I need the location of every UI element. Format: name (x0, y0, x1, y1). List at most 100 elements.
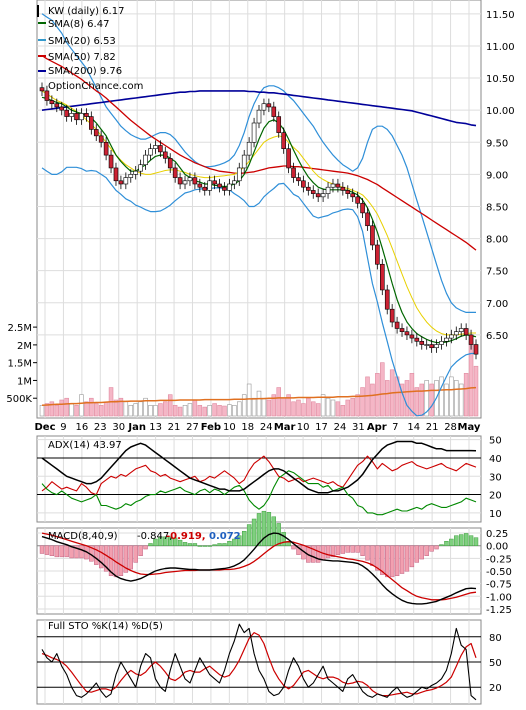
volume-bar (360, 387, 365, 417)
volume-bar (345, 399, 351, 417)
candle-body (310, 190, 316, 194)
candle-body (271, 106, 277, 117)
x-tick-label: 24 (260, 422, 273, 433)
macd-histogram-bar (350, 545, 355, 553)
candle-body (222, 186, 227, 191)
price-y-tick: 8.50 (486, 202, 508, 213)
volume-y-tick: 2M (17, 341, 32, 352)
candle-body (192, 177, 198, 185)
price-y-tick: 7.50 (486, 267, 508, 278)
x-tick-label: Jan (127, 422, 146, 433)
candle-body (320, 193, 326, 198)
candle-body (261, 103, 267, 111)
macd-histogram-bar (227, 541, 232, 546)
candle-body (281, 132, 286, 149)
candle-body (330, 183, 336, 188)
candle-body (389, 308, 395, 323)
candle-body (335, 183, 341, 188)
volume-bar (370, 383, 375, 417)
macd-histogram-bar (385, 545, 390, 578)
price-y-tick: 11.50 (486, 10, 515, 21)
volume-bar (153, 405, 158, 417)
volume-bar (444, 383, 449, 417)
candle-body (98, 135, 104, 143)
macd-histogram-bar (94, 545, 99, 565)
macd-histogram-bar (454, 535, 459, 546)
candle-body (306, 186, 311, 191)
macd-histogram-bar (118, 545, 124, 577)
candle-body (39, 87, 45, 92)
macd-histogram-bar (207, 545, 212, 547)
volume-bar (222, 405, 227, 417)
volume-bar (39, 405, 45, 417)
x-tick-label: 23 (94, 422, 107, 433)
macd-histogram-bar (449, 538, 454, 546)
candle-body (350, 193, 356, 198)
x-tick-label: 17 (315, 422, 328, 433)
macd-y-tick: 0.25 (486, 529, 508, 540)
candle-body (84, 113, 89, 117)
x-tick-label: 9 (60, 422, 66, 433)
macd-y-tick: 0.00 (486, 542, 508, 553)
adx-y-tick: 10 (489, 509, 502, 520)
candle-body (64, 109, 69, 117)
volume-bar (399, 383, 405, 417)
x-tick-label: 18 (241, 422, 254, 433)
volume-bar (355, 394, 360, 417)
macd-histogram-bar (212, 544, 217, 546)
macd-histogram-bar (380, 545, 385, 575)
macd-histogram-bar (197, 545, 203, 547)
candle-body (266, 103, 272, 108)
macd-histogram-bar (370, 545, 375, 566)
candle-body (444, 337, 449, 342)
volume-bar (281, 397, 286, 417)
macd-histogram-bar (473, 537, 479, 546)
candle-body (118, 180, 124, 185)
macd-histogram-bar (108, 545, 114, 577)
candle-body (54, 103, 60, 108)
candle-body (468, 334, 474, 345)
x-tick-label: 7 (392, 422, 398, 433)
candle-body (108, 154, 114, 169)
candle-body (133, 170, 139, 175)
volume-y-tick: 1M (17, 376, 32, 387)
x-tick-label: Dec (34, 422, 55, 433)
price-y-tick: 10.00 (486, 106, 515, 117)
sto-y-tick: 20 (489, 683, 502, 694)
volume-bar (227, 404, 232, 417)
volume-bar (276, 387, 281, 417)
candle-body (187, 177, 193, 182)
macd-histogram-bar (414, 545, 420, 563)
macd-histogram-bar (419, 545, 424, 560)
volume-bar (350, 397, 355, 417)
macd-histogram-bar (468, 535, 474, 546)
candle-body (429, 344, 434, 349)
volume-bar (167, 394, 173, 417)
candle-body (394, 321, 400, 329)
volume-bar (59, 399, 64, 417)
legend-swatch-price (37, 5, 39, 17)
x-tick-label: 10 (223, 422, 236, 433)
candle-body (276, 116, 282, 133)
macd-signal-value: -0.919, (166, 531, 206, 542)
adx-y-tick: 30 (489, 472, 502, 483)
candle-body (182, 180, 188, 185)
sto-legend: Full STO %K(14) %D(5) (48, 621, 163, 632)
volume-bar (69, 403, 74, 417)
candle-body (79, 113, 84, 121)
macd-y-tick: -1.25 (486, 605, 512, 616)
candle-body (138, 164, 143, 172)
volume-bar (454, 380, 459, 417)
macd-histogram-bar (138, 545, 143, 556)
volume-bar (217, 405, 222, 417)
price-panel-frame (36, 0, 482, 419)
minus-di-line (41, 470, 477, 516)
volume-bar (241, 394, 247, 417)
volume-y-tick: 500K (6, 394, 32, 405)
volume-average-line (41, 386, 477, 407)
volume-bar (172, 405, 178, 417)
macd-histogram-bar (463, 533, 469, 546)
volume-bar (261, 397, 267, 417)
candle-body (375, 244, 380, 265)
